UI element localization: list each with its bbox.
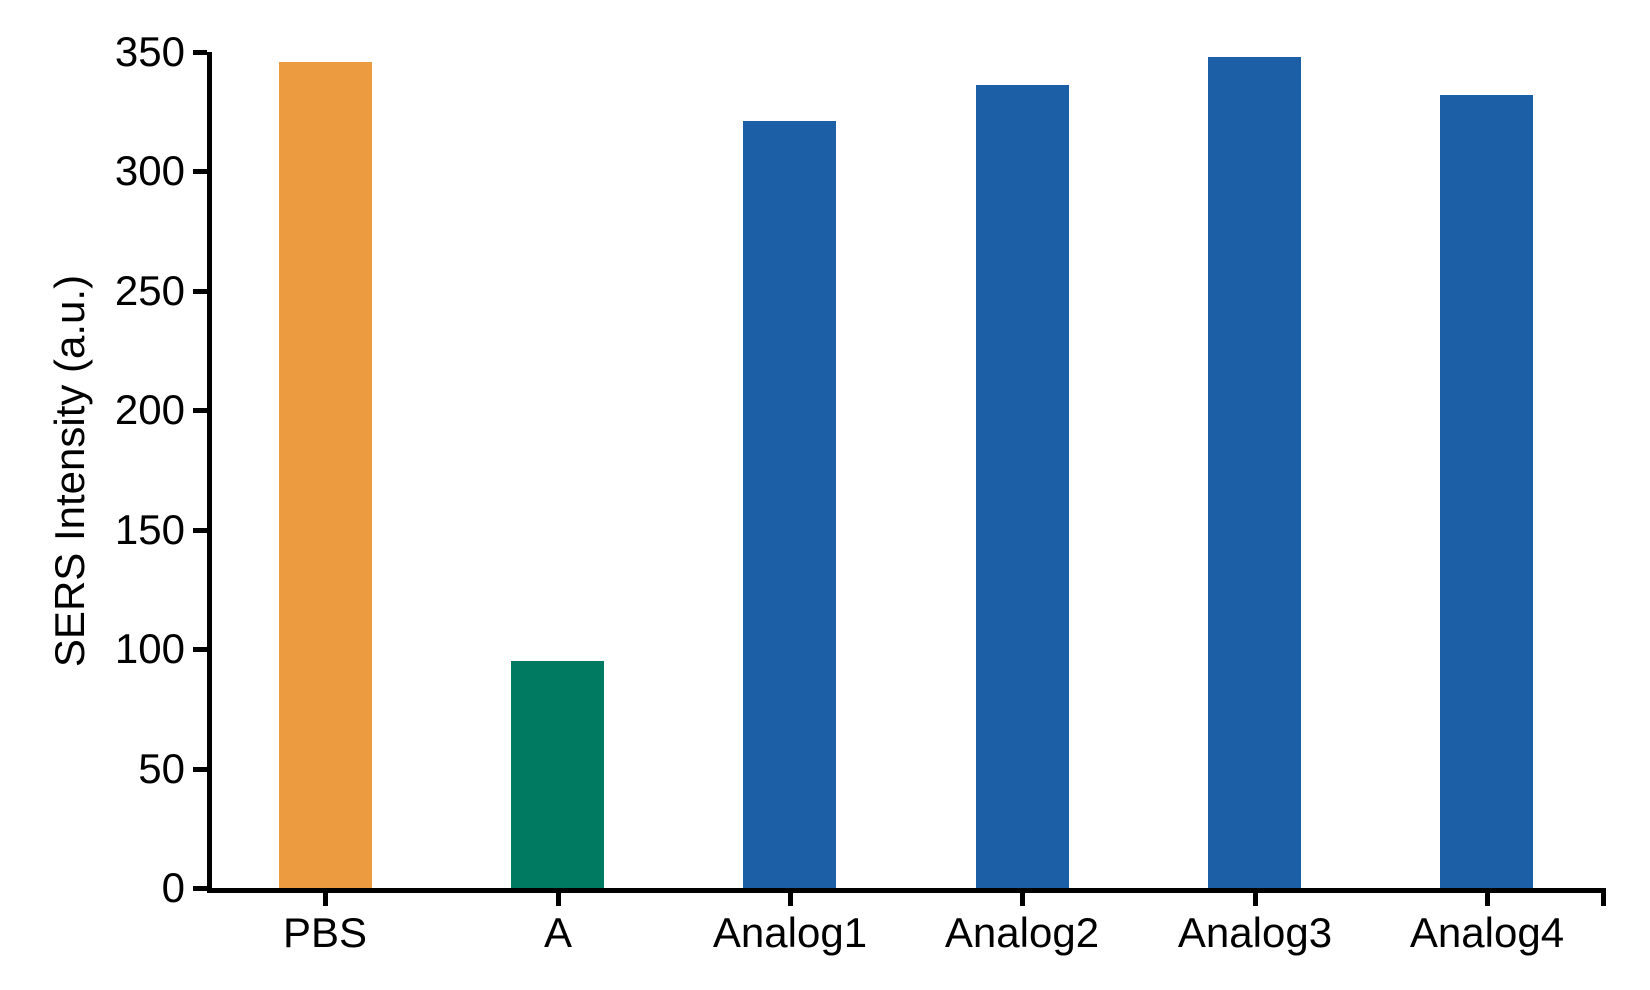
x-tick-mark [323,893,328,906]
x-tick-label: PBS [282,909,368,956]
x-tick-label: Analog3 [1177,909,1333,956]
y-tick-mark [193,647,207,652]
y-tick-label: 350 [114,28,185,75]
y-tick-mark [193,886,207,891]
bar-analog2 [976,85,1069,888]
y-tick-mark [193,408,207,413]
y-tick-mark [193,50,207,55]
x-axis-end-tick [1601,893,1606,906]
y-tick-label: 200 [114,386,185,433]
y-tick-label: 0 [161,864,185,911]
y-tick-label: 50 [138,745,185,792]
bar-pbs [279,62,372,888]
bar-analog3 [1208,57,1301,888]
y-tick-label: 100 [114,625,185,672]
y-tick-mark [193,289,207,294]
y-tick-label: 150 [114,506,185,553]
bar-analog1 [743,121,836,888]
x-tick-label: Analog2 [944,909,1100,956]
bar-a [511,661,604,888]
x-tick-label: Analog1 [712,909,868,956]
x-tick-mark [788,893,793,906]
bar-analog4 [1440,95,1533,888]
x-tick-label: Analog4 [1409,909,1565,956]
x-axis-line [207,888,1606,893]
y-axis-line [207,52,212,893]
x-tick-mark [556,893,561,906]
x-tick-mark [1020,893,1025,906]
x-tick-mark [1485,893,1490,906]
y-tick-mark [193,767,207,772]
y-tick-mark [193,169,207,174]
x-tick-label: A [543,909,572,956]
y-tick-mark [193,528,207,533]
x-tick-mark [1253,893,1258,906]
y-tick-label: 300 [114,147,185,194]
y-tick-label: 250 [114,267,185,314]
